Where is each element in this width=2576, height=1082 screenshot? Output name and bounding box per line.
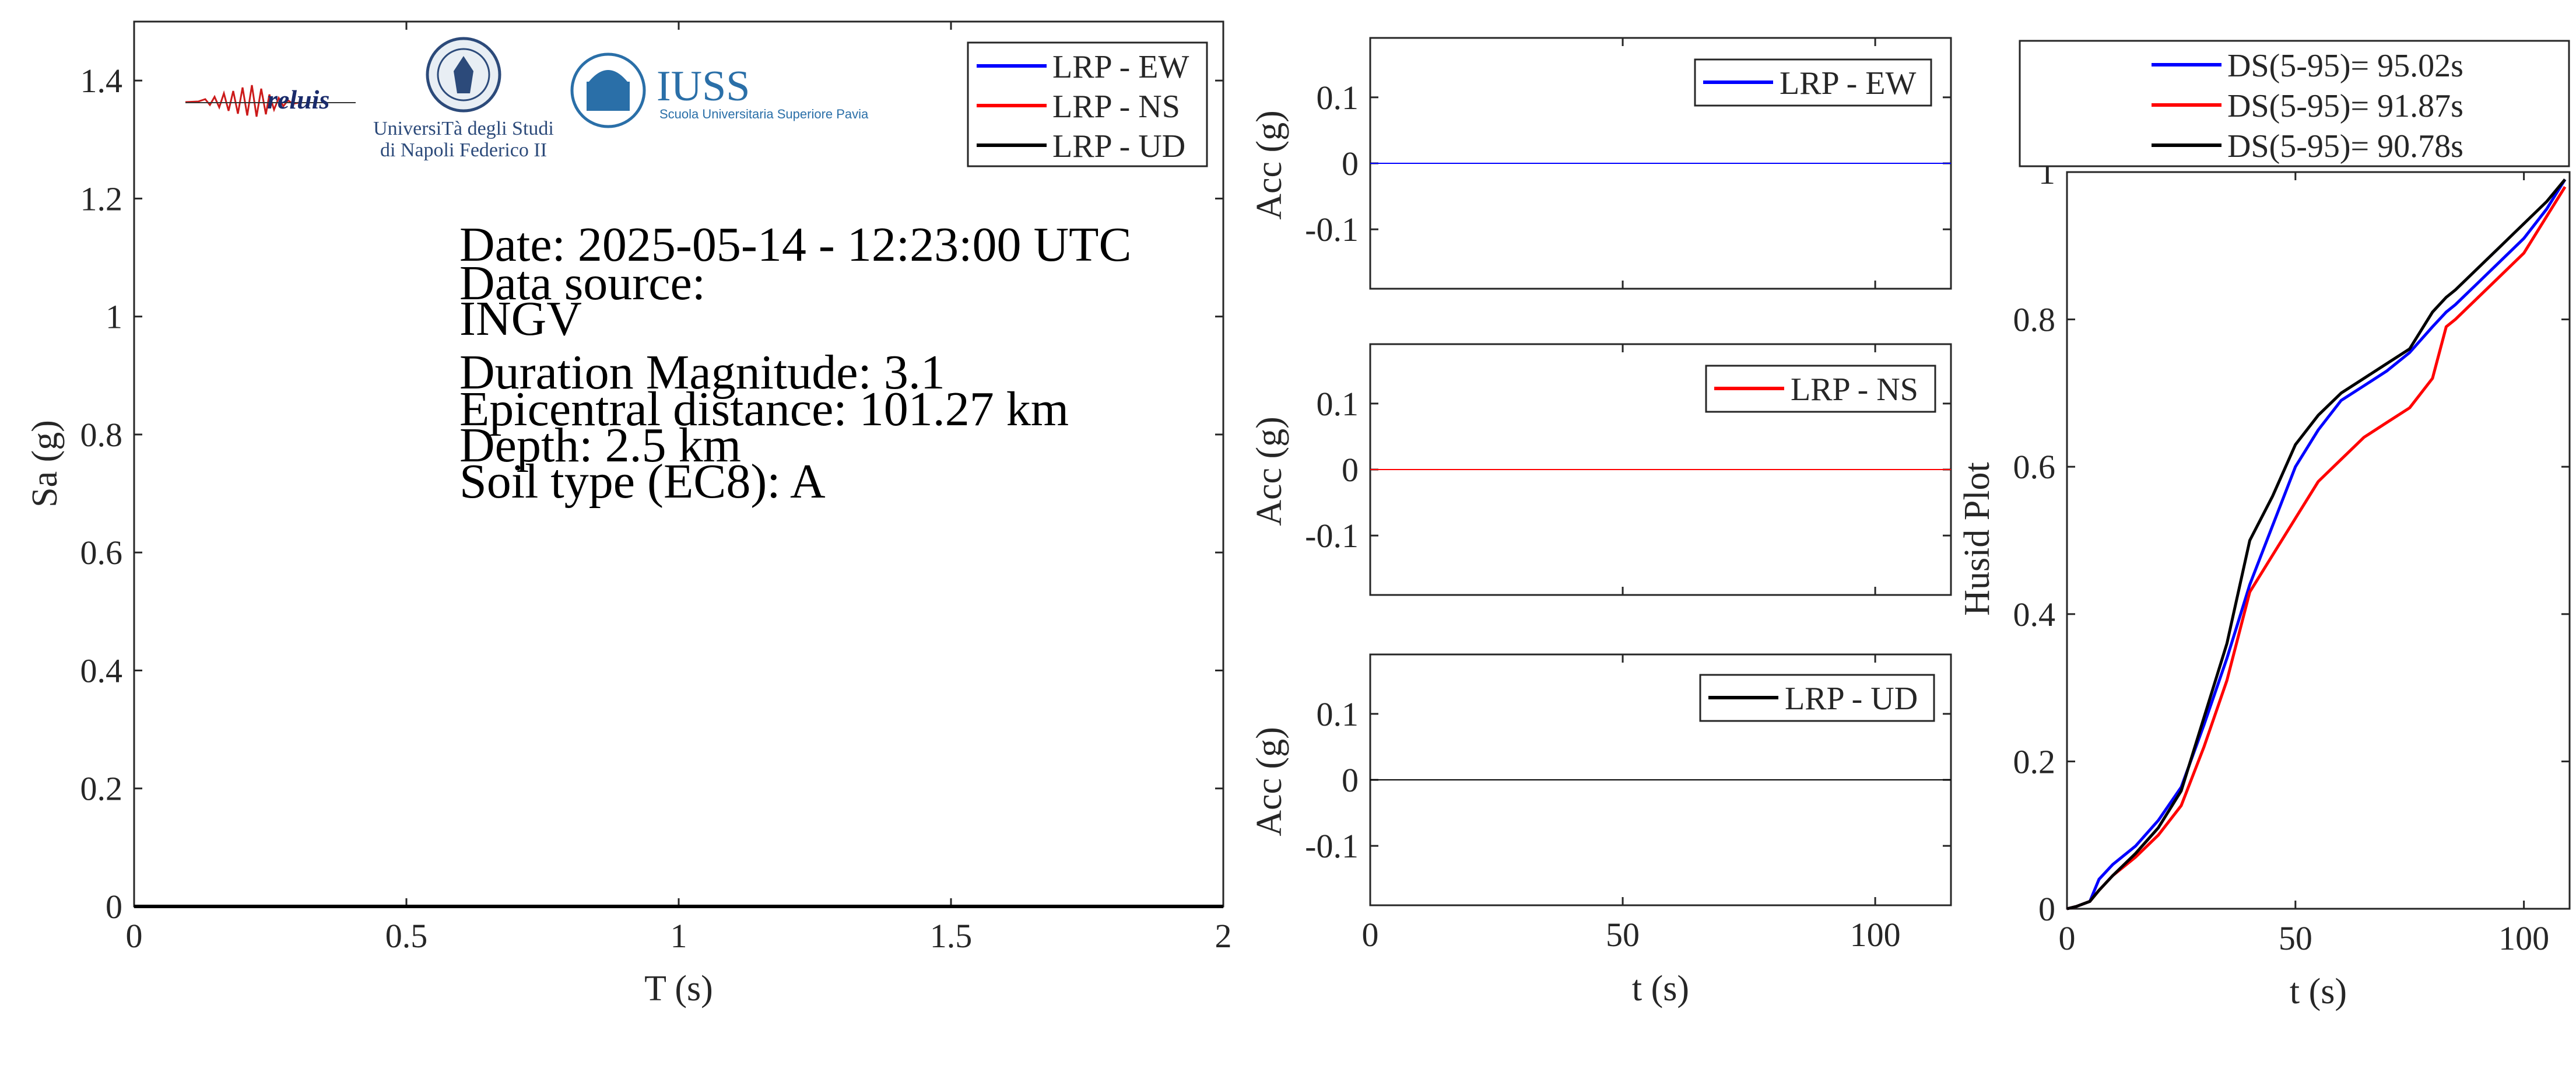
y-tick-label: 0.1 (1317, 385, 1359, 423)
acc-ns-y-axis-label: Acc (g) (1250, 416, 1289, 526)
x-tick-label: 100 (2498, 919, 2549, 957)
x-tick-label: 100 (1850, 916, 1901, 954)
husid-series-lines (2066, 178, 2567, 911)
acc-ew-x-tick-marks (1369, 38, 1876, 289)
acc-ud-legend: LRP - UD (1699, 674, 1935, 722)
acceleration-ud-panel: 0.1 0 -0.1 0 50 100 Acc (g) t (s) LRP - UD (1250, 653, 1952, 1009)
spectrum-y-ticks: 0 0.2 0.4 0.6 0.8 1 1.2 1.4 (80, 62, 1223, 926)
acc-ew-legend: LRP - EW (1694, 58, 1932, 107)
unina-logo: UniversiTà degli Studi di Napoli Federic… (373, 37, 554, 161)
acceleration-ew-panel: 0.1 0 -0.1 Acc (g) LRP - EW (1250, 37, 1952, 290)
acc-ew-y-axis-label: Acc (g) (1250, 110, 1289, 220)
husid-x-axis-label: t (s) (2290, 972, 2347, 1011)
y-tick-label: 0 (106, 888, 122, 926)
data-source-value: INGV (459, 292, 582, 346)
y-tick-label: 0.6 (80, 534, 123, 572)
series-line-ds-5-95-90-78s (2066, 178, 2567, 911)
reluis-wordmark: reluis (267, 85, 329, 114)
husid-legend-label-ns: DS(5-95)= 91.87s (2227, 88, 2463, 124)
iuss-subtitle: Scuola Universitaria Superiore Pavia (659, 107, 869, 121)
husid-legend-box (2019, 40, 2570, 167)
acc-ud-x-axis-label: t (s) (1632, 969, 1689, 1009)
iuss-emblem-building (587, 82, 630, 111)
y-tick-label: -0.1 (1305, 211, 1359, 248)
duration-magnitude: Duration Magnitude: 3.1 (459, 345, 945, 400)
spectrum-panel: 0 0.5 1 1.5 2 0 0.2 0.4 0.6 0.8 1 1.2 1.4 T (s) Sa … (25, 20, 1232, 1009)
y-tick-label: 0.1 (1317, 79, 1359, 117)
husid-y-axis-label: Husid Plot (1957, 462, 1997, 616)
y-tick-label: 0.6 (2013, 448, 2056, 486)
husid-legend-label-ud: DS(5-95)= 90.78s (2227, 128, 2463, 164)
husid-plot-frame (2066, 171, 2571, 910)
legend-label-ew: LRP - EW (1052, 49, 1189, 85)
unina-seal-figure (454, 56, 473, 93)
y-tick-label: 0 (1342, 145, 1359, 183)
husid-x-ticks: 0 50 100 (2059, 172, 2549, 957)
spectrum-y-axis-label: Sa (g) (25, 420, 65, 507)
reluis-logo: reluis (185, 85, 356, 117)
data-source-label: Data source: (459, 256, 706, 310)
x-tick-label: 0 (2059, 919, 2076, 957)
y-tick-label: -0.1 (1305, 827, 1359, 865)
x-tick-label: 0 (126, 917, 143, 955)
y-tick-label: 1.4 (80, 62, 123, 100)
y-tick-label: 1 (106, 298, 122, 336)
acc-ns-y-ticks: 0.1 0 -0.1 (1305, 385, 1951, 555)
y-tick-label: 0.4 (80, 652, 123, 689)
y-tick-label: 1.2 (80, 180, 123, 218)
iuss-emblem-dome (589, 70, 627, 82)
spectrum-x-axis-label: T (s) (644, 969, 713, 1009)
y-tick-label: 0.1 (1317, 695, 1359, 733)
legend-label-ud: LRP - UD (1052, 128, 1185, 164)
y-tick-label: -0.1 (1305, 517, 1359, 555)
acceleration-ns-panel: 0.1 0 -0.1 Acc (g) LRP - NS (1250, 343, 1952, 596)
y-tick-label: 0.4 (2013, 596, 2056, 633)
y-tick-label: 0.2 (2013, 743, 2056, 780)
acc-ud-y-axis-label: Acc (g) (1250, 727, 1289, 836)
iuss-wordmark: IUSS (657, 62, 750, 110)
y-tick-label: 0 (1342, 761, 1359, 799)
acc-ns-x-tick-marks (1369, 344, 1876, 595)
soil-type: Soil type (EC8): A (459, 454, 826, 509)
husid-legend-label-ew: DS(5-95)= 95.02s (2227, 48, 2463, 84)
husid-y-ticks: 00.20.40.60.81 (2013, 153, 2570, 928)
unina-name-line2: di Napoli Federico II (380, 139, 547, 161)
acc-ud-legend-label: LRP - UD (1785, 681, 1918, 717)
spectrum-legend: LRP - EW LRP - NS LRP - UD (967, 41, 1208, 167)
spectrum-plot-frame (133, 20, 1224, 908)
depth-value: Depth: 2.5 km (459, 418, 741, 472)
y-tick-label: 0.2 (80, 770, 123, 808)
acc-ns-legend: LRP - NS (1705, 365, 1936, 413)
event-date: Date: 2025-05-14 - 12:23:00 UTC (459, 218, 1132, 272)
husid-legend: DS(5-95)= 95.02s DS(5-95)= 91.87s DS(5-9… (2019, 40, 2570, 167)
y-tick-label: 0 (2038, 890, 2055, 928)
x-tick-label: 2 (1215, 917, 1232, 955)
epicentral-distance: Epicentral distance: 101.27 km (459, 382, 1069, 436)
iuss-logo: IUSS Scuola Universitaria Superiore Pavi… (570, 52, 869, 128)
unina-name-line1: UniversiTà degli Studi (373, 118, 554, 139)
husid-panel: 00.20.40.60.81 0 50 100 Husid Plot t (s) D… (1957, 40, 2571, 1011)
y-tick-label: 0.8 (80, 416, 123, 454)
x-tick-label: 1 (671, 917, 687, 955)
y-tick-label: 0 (1342, 451, 1359, 489)
event-info-block: Date: 2025-05-14 - 12:23:00 UTC Data sou… (459, 218, 1132, 509)
acc-ew-legend-label: LRP - EW (1780, 65, 1916, 101)
acc-ud-x-ticks: 0 50 100 (1362, 654, 1901, 954)
x-tick-label: 50 (2279, 919, 2312, 957)
unina-seal-inner-ring (437, 48, 490, 101)
acc-ew-y-ticks: 0.1 0 -0.1 (1305, 79, 1951, 248)
reluis-waveform-graphic (185, 85, 299, 117)
legend-label-ns: LRP - NS (1052, 89, 1180, 125)
acc-ns-legend-label: LRP - NS (1791, 372, 1918, 408)
x-tick-label: 50 (1606, 916, 1640, 954)
series-line-ds-5-95-95-02s (2066, 178, 2567, 911)
x-tick-label: 0 (1362, 916, 1379, 954)
x-tick-label: 0.5 (385, 917, 428, 955)
y-tick-label: 0.8 (2013, 301, 2056, 339)
x-tick-label: 1.5 (930, 917, 973, 955)
